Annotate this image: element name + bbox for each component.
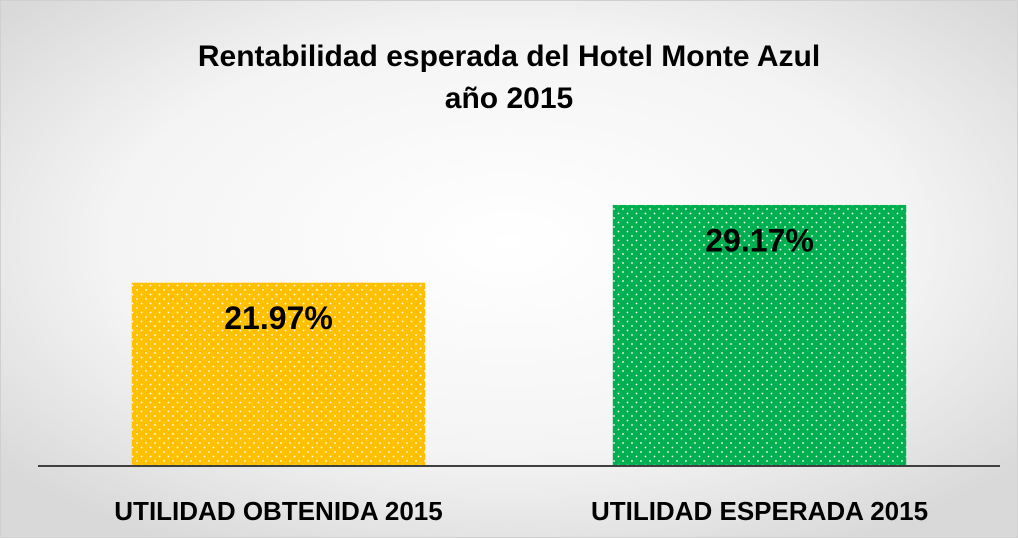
chart-title: Rentabilidad esperada del Hotel Monte Az… [198, 40, 820, 73]
x-tick-label: UTILIDAD ESPERADA 2015 [591, 496, 928, 526]
chart-title: año 2015 [445, 82, 573, 115]
data-label: 29.17% [705, 222, 814, 258]
data-label: 21.97% [224, 300, 333, 336]
x-tick-label: UTILIDAD OBTENIDA 2015 [114, 496, 442, 526]
